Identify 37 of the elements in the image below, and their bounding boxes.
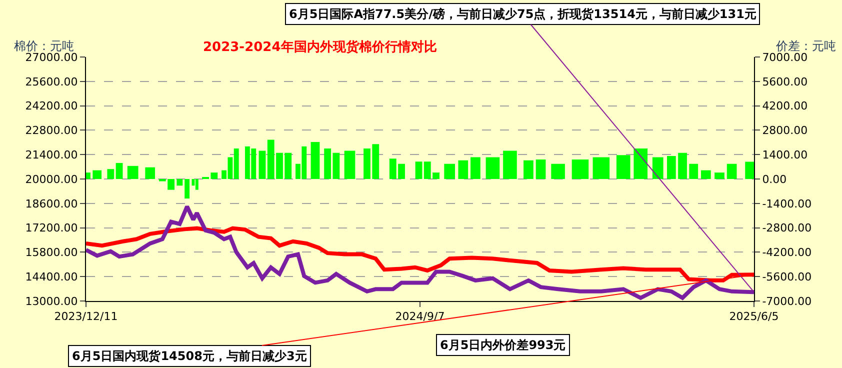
annotation: 6月5日国际A指77.5美分/磅，与前日减少75点，折现货13514元，与前日减少131元 xyxy=(289,7,756,21)
y-tick-label: 24200.00 xyxy=(25,100,78,113)
y-tick-label: 14400.00 xyxy=(25,270,78,284)
y-tick-label: 22800.00 xyxy=(25,124,78,138)
y-tick-label: 15800.00 xyxy=(25,246,78,260)
bar xyxy=(107,169,114,179)
y2-tick-label: 1400.00 xyxy=(762,148,808,162)
y-tick-label: 13000.00 xyxy=(25,294,78,308)
bar xyxy=(678,152,687,179)
bar xyxy=(116,162,123,179)
x-tick-label: 2025/6/5 xyxy=(729,310,779,324)
x-tick-label: 2023/12/11 xyxy=(54,310,118,324)
bar xyxy=(176,179,183,186)
y2-tick-label: -2800.00 xyxy=(762,222,812,235)
y2-tick-label: 5600.00 xyxy=(762,75,808,88)
y2-tick-label: -1400.00 xyxy=(762,197,812,210)
y-tick-label: 18600.00 xyxy=(25,197,78,210)
y-tick-label: 20000.00 xyxy=(25,172,78,186)
x-tick-label: 2024/9/7 xyxy=(395,310,445,324)
chart-title: 2023-2024年国内外现货棉价行情对比 xyxy=(203,39,437,55)
y-axis-title: 棉价：元吨 xyxy=(14,39,74,53)
annotation: 6月5日国内现货14508元，与前日减少3元 xyxy=(72,349,307,363)
bar xyxy=(258,150,266,179)
y-tick-label: 17200.00 xyxy=(25,222,78,235)
y2-tick-label: -7000.00 xyxy=(762,294,812,308)
bar xyxy=(415,162,422,179)
y2-tick-label: 2800.00 xyxy=(762,124,808,138)
y2-tick-label: -4200.00 xyxy=(762,246,812,260)
y2-tick-label: -5600.00 xyxy=(762,270,812,284)
y-tick-label: 27000.00 xyxy=(25,50,78,64)
text: 6月5日内外价差993元 xyxy=(440,338,566,352)
y2-tick-label: 0.00 xyxy=(762,172,787,186)
y2-tick-label: 7000.00 xyxy=(762,50,808,64)
y-tick-label: 25600.00 xyxy=(25,75,78,88)
y-tick-label: 21400.00 xyxy=(25,148,78,162)
y2-axis-title: 价差：元吨 xyxy=(775,39,836,53)
y2-tick-label: 4200.00 xyxy=(762,100,808,113)
